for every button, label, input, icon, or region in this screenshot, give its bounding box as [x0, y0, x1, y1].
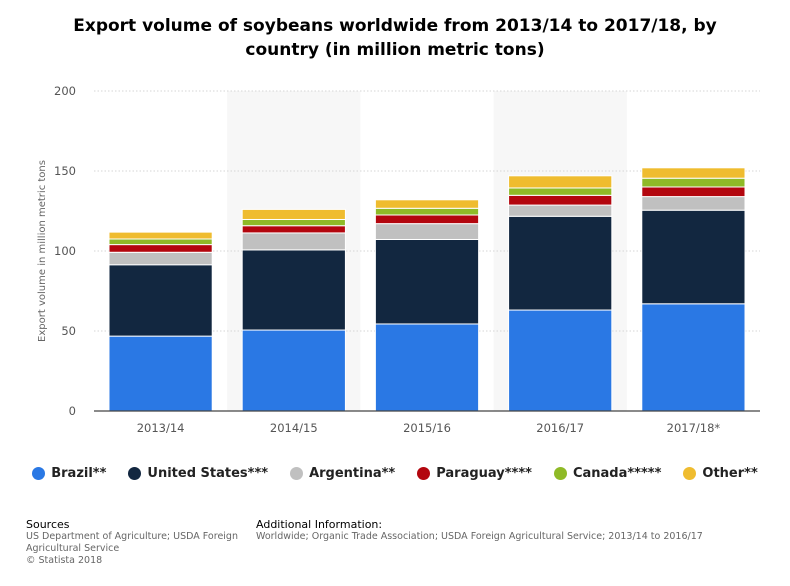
bar-brazil [508, 309, 613, 412]
legend-marker [683, 467, 697, 480]
bar-paraguay [108, 244, 213, 253]
y-tick-label: 50 [61, 324, 76, 338]
y-tick-label: 200 [54, 84, 76, 98]
bar-brazil [374, 323, 480, 412]
y-axis-label: Export volume in million metric tons [37, 160, 48, 342]
bar-other [641, 167, 746, 179]
x-tick-label: 2017/18* [667, 421, 721, 435]
legend-marker [553, 467, 567, 480]
legend-marker [290, 467, 304, 480]
bar-paraguay [241, 225, 346, 234]
bar-canada [108, 238, 213, 246]
legend-label: Argentina** [309, 466, 396, 481]
sources-line: Agricultural Service [26, 543, 120, 554]
bar-paraguay [374, 214, 480, 225]
x-tick-label: 2015/16 [403, 421, 451, 435]
bar-argentina [641, 196, 746, 211]
y-tick-label: 0 [69, 404, 76, 418]
chart-legend: Brazil** United States*** Argentina** Pa… [0, 466, 790, 481]
bar-argentina [241, 232, 346, 251]
legend-item-brazil[interactable]: Brazil** [32, 466, 106, 481]
chart-title: Export volume of soybeans worldwide from… [73, 16, 717, 60]
bar-argentina [374, 223, 480, 240]
sources-block: Sources US Department of Agriculture; US… [26, 518, 256, 567]
legend-label: Brazil** [51, 466, 107, 481]
bar-paraguay [641, 186, 746, 198]
x-tick-label: 2016/17 [536, 421, 584, 435]
bar-other [241, 208, 346, 220]
additional-info-line: Worldwide; Organic Trade Association; US… [256, 531, 703, 542]
sources-heading: Sources [26, 518, 70, 531]
bar-brazil [241, 329, 346, 412]
bar-canada [641, 177, 746, 188]
bar-paraguay [508, 194, 613, 206]
bar-argentina [108, 251, 213, 266]
bar-other [108, 231, 213, 240]
additional-info-block: Additional Information: Worldwide; Organ… [256, 518, 766, 543]
bar-argentina [508, 204, 613, 217]
y-tick-label: 150 [54, 164, 76, 178]
bar-other [374, 199, 480, 209]
bar-canada [508, 187, 613, 196]
bar-united-states [108, 264, 213, 337]
legend-item-paraguay[interactable]: Paraguay**** [417, 466, 532, 481]
copyright-line: © Statista 2018 [26, 555, 103, 566]
bar-united-states [641, 209, 746, 305]
legend-item-argentina[interactable]: Argentina** [290, 466, 395, 481]
legend-item-other[interactable]: Other** [683, 466, 758, 481]
legend-label: United States*** [147, 466, 269, 481]
legend-marker [128, 467, 142, 480]
bar-united-states [508, 215, 613, 311]
legend-marker [32, 467, 46, 480]
legend-marker [417, 467, 431, 480]
legend-label: Paraguay**** [436, 466, 532, 481]
bar-united-states [241, 249, 346, 331]
x-tick-label: 2013/14 [137, 421, 185, 435]
bar-united-states [374, 238, 480, 325]
x-tick-label: 2014/15 [270, 421, 318, 435]
y-tick-label: 100 [54, 244, 76, 258]
legend-label: Other** [702, 466, 758, 481]
bar-canada [374, 207, 480, 216]
bar-brazil [108, 335, 213, 412]
legend-item-canada[interactable]: Canada***** [553, 466, 662, 481]
bar-canada [241, 218, 346, 227]
legend-label: Canada***** [572, 466, 662, 481]
additional-info-heading: Additional Information: [256, 518, 383, 531]
bar-brazil [641, 303, 746, 412]
legend-item-united-states[interactable]: United States*** [128, 466, 268, 481]
bar-other [508, 175, 613, 189]
sources-line: US Department of Agriculture; USDA Forei… [26, 531, 238, 542]
